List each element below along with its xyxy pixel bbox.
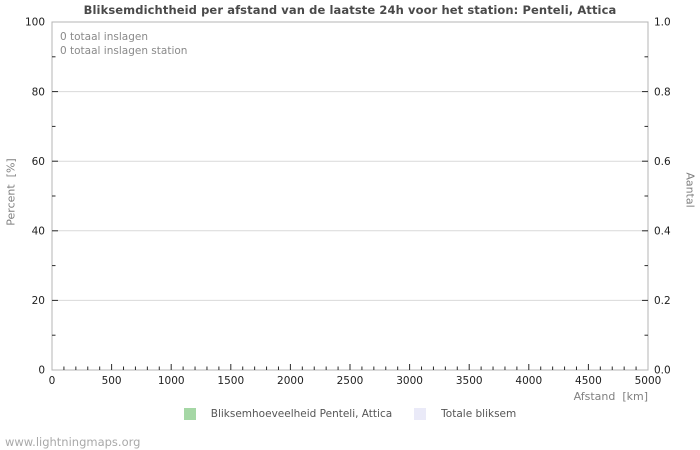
y-axis-label-right: Aantal	[683, 172, 697, 208]
y-right-tick-label: 1.0	[654, 17, 671, 29]
plot-border	[51, 21, 649, 371]
x-axis-label: Afstand [km]	[573, 390, 648, 403]
legend-label-station-density: Bliksemhoeveelheid Penteli, Attica	[210, 408, 393, 420]
y-left-tick-label: 20	[32, 295, 45, 307]
x-tick-label: 2000	[277, 375, 304, 387]
annotation-total-strikes: 0 totaal inslagen	[60, 31, 148, 43]
x-tick-label: 0	[49, 375, 56, 387]
x-tick-label: 500	[102, 375, 122, 387]
y-axis-label-left: Percent [%]	[4, 158, 18, 226]
legend-label-total-lightning: Totale bliksem	[441, 408, 517, 420]
legend: Bliksemhoeveelheid Penteli, Attica Total…	[0, 408, 700, 420]
x-tick-label: 2500	[337, 375, 364, 387]
y-right-tick-label: 0.8	[654, 86, 671, 98]
legend-item-station-density: Bliksemhoeveelheid Penteli, Attica	[183, 408, 393, 420]
chart-title: Bliksemdichtheid per afstand van de laat…	[83, 3, 617, 17]
annotation-total-strikes-station: 0 totaal inslagen station	[60, 45, 188, 57]
y-right-tick-label: 0.2	[654, 295, 671, 307]
x-tick-label: 3500	[456, 375, 483, 387]
y-left-tick-label: 80	[32, 86, 45, 98]
y-right-tick-label: 0.4	[654, 225, 671, 237]
y-left-tick-label: 100	[25, 17, 45, 29]
totals-annotation: 0 totaal inslagen 0 totaal inslagen stat…	[60, 30, 187, 58]
y-right-tick-label: 0.6	[654, 156, 671, 168]
x-tick-label: 4500	[575, 375, 602, 387]
x-tick-label: 1000	[158, 375, 185, 387]
watermark: www.lightningmaps.org	[5, 435, 141, 449]
x-tick-label: 4000	[515, 375, 542, 387]
legend-swatch-total-lightning	[414, 408, 427, 420]
y-right-tick-label: 0.0	[654, 365, 671, 377]
y-left-tick-label: 0	[38, 365, 45, 377]
legend-item-total-lightning: Totale bliksem	[414, 408, 516, 420]
x-tick-label: 3000	[396, 375, 423, 387]
y-left-tick-label: 40	[32, 225, 45, 237]
y-left-tick-label: 60	[32, 156, 45, 168]
x-tick-label: 5000	[635, 375, 662, 387]
x-tick-label: 1500	[217, 375, 244, 387]
legend-swatch-station-density	[183, 408, 196, 420]
